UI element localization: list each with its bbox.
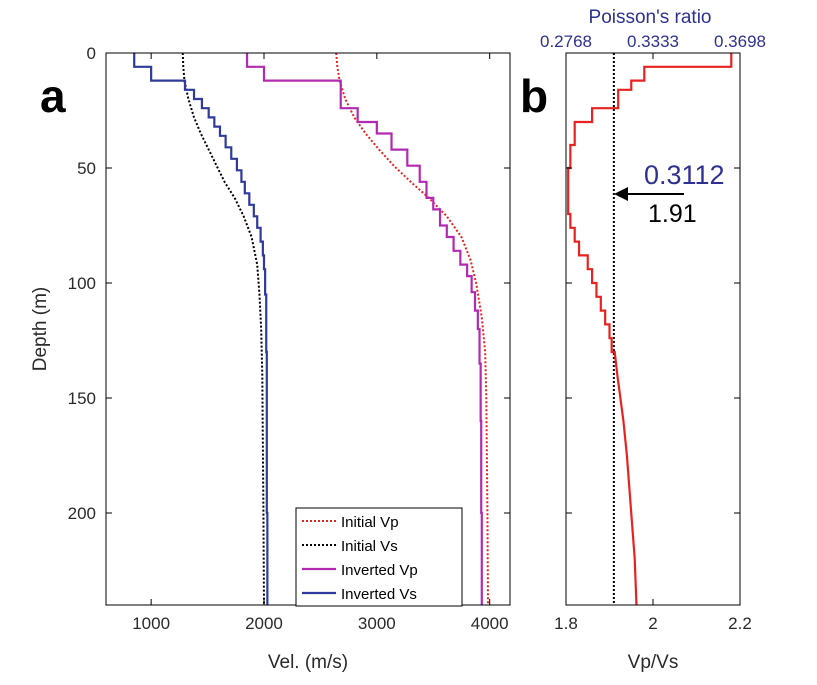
- panel-b-x-tick-label: 2: [648, 614, 657, 633]
- panel-b-x-tick-label: 1.8: [554, 614, 578, 633]
- legend-box: [295, 507, 463, 607]
- panel-a-y-tick-label: 50: [77, 159, 96, 178]
- legend-label-initial-vs: Initial Vs: [341, 538, 398, 555]
- panel-a-y-axis-label: Depth (m): [30, 287, 51, 371]
- annotation-arrow-head-icon: [614, 187, 628, 201]
- annotation-poisson-value: 0.3112: [644, 160, 725, 190]
- panel-b-x-tick-label: 2.2: [728, 614, 752, 633]
- panel-a-series-inverted-vp: [245, 53, 483, 605]
- panel-b-ticks: 1.8 2 2.2 0.2768 0.3333 0.3698: [540, 32, 766, 633]
- annotation-ratio-value: 1.91: [648, 200, 697, 228]
- panel-a-y-tick-label: 100: [68, 274, 96, 293]
- panel-a-x-tick-label: 3000: [358, 614, 396, 633]
- panel-b-frame: [565, 52, 741, 606]
- panel-b-marks: [567, 53, 733, 606]
- panel-a-ticks: 0 50 100 150 200 1000 2000 3000 4000: [68, 44, 510, 633]
- panel-a-y-tick-label: 150: [68, 389, 96, 408]
- panel-a-marks: [133, 52, 489, 606]
- panel-a-x-tick-label: 1000: [132, 614, 170, 633]
- panel-a-series-inverted-vs: [133, 53, 269, 605]
- legend-label-inverted-vp: Inverted Vp: [341, 562, 418, 579]
- panel-a-series-initial-vs: [181, 52, 265, 606]
- panel-b-vpvs-plot: 1.8 2 2.2 0.2768 0.3333 0.3698 Vp/Vs Poisson'…: [540, 7, 766, 673]
- panel-b-x2-tick-label: 0.2768: [540, 32, 592, 51]
- panel-a-x-axis-label: Vel. (m/s): [268, 652, 348, 673]
- panel-b-x2-tick-label: 0.3333: [627, 32, 679, 51]
- panel-a-y-tick-label: 200: [68, 504, 96, 523]
- panel-b-x-axis-label: Vp/Vs: [628, 652, 679, 673]
- panel-a-y-tick-label: 0: [87, 44, 96, 63]
- panel-letter-a: a: [40, 70, 66, 122]
- panel-b-x2-tick-label: 0.3698: [714, 32, 766, 51]
- panel-a-x-tick-label: 4000: [471, 614, 509, 633]
- legend-label-initial-vp: Initial Vp: [341, 514, 399, 531]
- panel-letter-b: b: [520, 70, 548, 122]
- legend-label-inverted-vs: Inverted Vs: [341, 586, 417, 603]
- panel-b-series-vp-vs: [567, 53, 733, 606]
- legend: Initial Vp Initial Vs Inverted Vp Invert…: [295, 507, 463, 607]
- panel-a-x-tick-label: 2000: [245, 614, 283, 633]
- panel-b-top-axis-title: Poisson's ratio: [589, 7, 712, 28]
